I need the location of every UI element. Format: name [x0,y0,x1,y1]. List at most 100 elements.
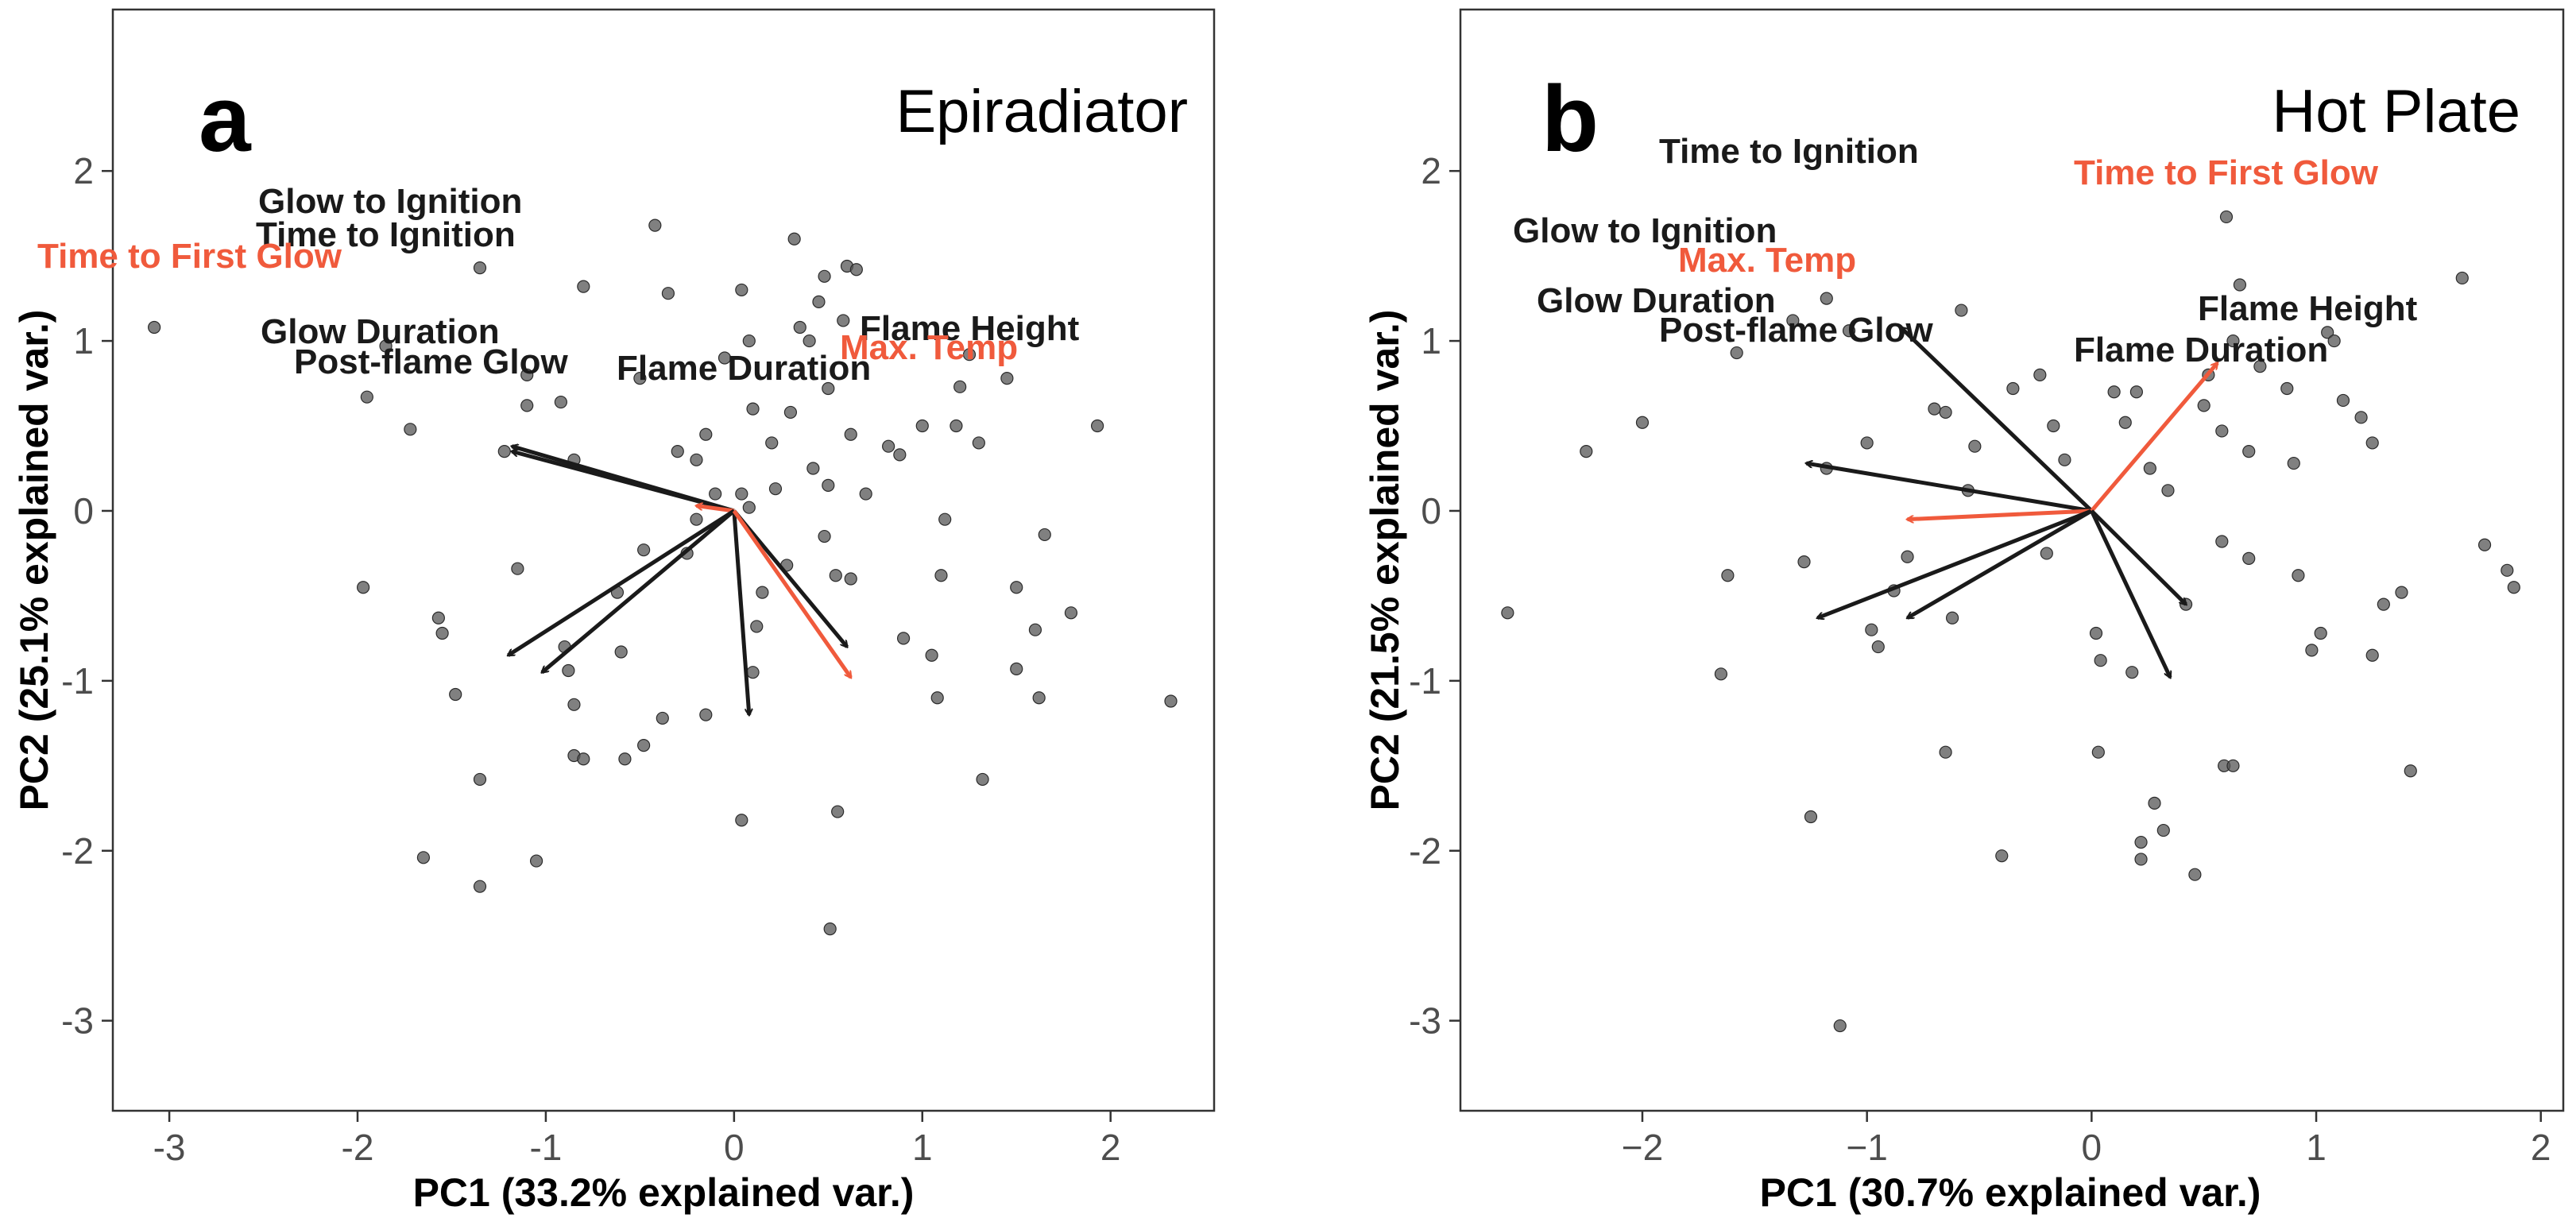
y-tick-label: -3 [1409,1000,1441,1042]
panel-a-plot-frame [111,8,1216,1112]
loading-arrow [732,510,749,715]
data-point [844,572,857,586]
loading-label: Glow Duration [261,312,500,351]
data-point [829,569,842,582]
x-tick-label: −1 [1846,1127,1887,1168]
data-point [803,334,816,348]
data-point [2219,210,2234,224]
data-point [1928,402,1941,416]
data-point [2148,796,2161,810]
data-point [2377,597,2390,611]
data-point [735,814,748,827]
data-point [742,334,756,348]
loading-arrow [1901,327,2094,512]
loading-arrow [2090,509,2186,605]
loading-label: Post-flame Glow [1659,311,1933,350]
x-tick-label: −2 [1622,1127,1663,1168]
data-point [1164,694,1178,708]
panel-b-title: Hot Plate [2272,78,2520,145]
data-point [2242,445,2256,458]
loading-label: Glow Duration [1537,281,1776,320]
loading-label: Time to First Glow [37,237,342,276]
data-point [614,645,628,659]
panel-b-letter: b [1541,67,1599,172]
data-point [812,295,826,308]
data-point [554,395,567,409]
data-point [2226,334,2240,348]
data-point [2365,648,2379,662]
data-point [529,854,543,868]
loading-arrow [512,451,735,513]
data-point [2215,535,2229,548]
data-point [360,390,373,404]
loading-label: Flame Height [2198,289,2418,328]
loading-arrow [542,509,736,672]
data-point [934,569,948,582]
data-point [577,752,590,766]
y-tick-label: 2 [73,150,94,191]
data-point [793,320,806,335]
data-point [2292,569,2305,582]
x-tick-label: -2 [342,1127,374,1168]
data-point [1721,569,1735,582]
y-tick-label: -1 [1409,660,1441,702]
data-point [404,423,417,436]
y-tick-label: -3 [61,1000,94,1042]
data-point [2129,385,2143,399]
loading-arrow [1806,463,2092,513]
data-point [735,487,748,501]
data-point [976,772,989,787]
data-point [661,287,675,300]
data-point [637,543,651,557]
data-point [1871,640,1885,654]
data-point [2226,759,2240,772]
data-point [806,462,820,475]
x-tick-label: 0 [2082,1127,2102,1168]
data-point [2006,381,2020,396]
x-tick-label: 1 [2306,1127,2327,1168]
data-point [2091,745,2105,759]
data-point [1804,810,1818,824]
data-point [2058,453,2071,466]
data-point [1939,405,1952,420]
data-point [699,708,713,721]
data-point [1064,606,1078,620]
data-point [1038,528,1051,542]
data-point [435,626,449,640]
panel-b-x-axis: −2 −1 0 1 2 [1622,1111,2551,1168]
panel-b-points [1501,210,2520,1033]
panel-a-loading-arrows [509,447,853,715]
data-point [2305,644,2319,657]
data-point [735,283,748,297]
data-point [2501,563,2514,577]
loading-label: Time to Ignition [256,215,516,254]
data-point [2134,853,2148,866]
data-point [823,922,837,936]
x-tick-label: -1 [529,1127,562,1168]
data-point [2327,334,2341,348]
data-point [2507,581,2520,594]
loading-label: Flame Duration [617,349,871,388]
data-point [2161,484,2175,497]
data-point [953,380,967,393]
loading-arrow [732,509,847,647]
data-point [1635,416,1650,429]
data-point [1955,304,1968,317]
data-point [148,320,161,335]
data-point [1580,445,1593,458]
data-point [2143,462,2156,475]
data-point [2125,666,2139,679]
panel-a-x-axis-title: PC1 (33.2% explained var.) [413,1170,915,1215]
loading-label: Glow to Ignition [1513,211,1777,250]
data-point [2094,654,2107,667]
data-point [915,419,929,433]
data-point [1842,324,1856,338]
loading-arrow [2090,509,2172,678]
y-tick-label: -2 [61,830,94,872]
data-point [2395,586,2408,599]
data-point [2089,626,2103,640]
data-point [618,752,632,766]
data-point [717,351,732,365]
y-tick-label: 1 [73,320,94,362]
